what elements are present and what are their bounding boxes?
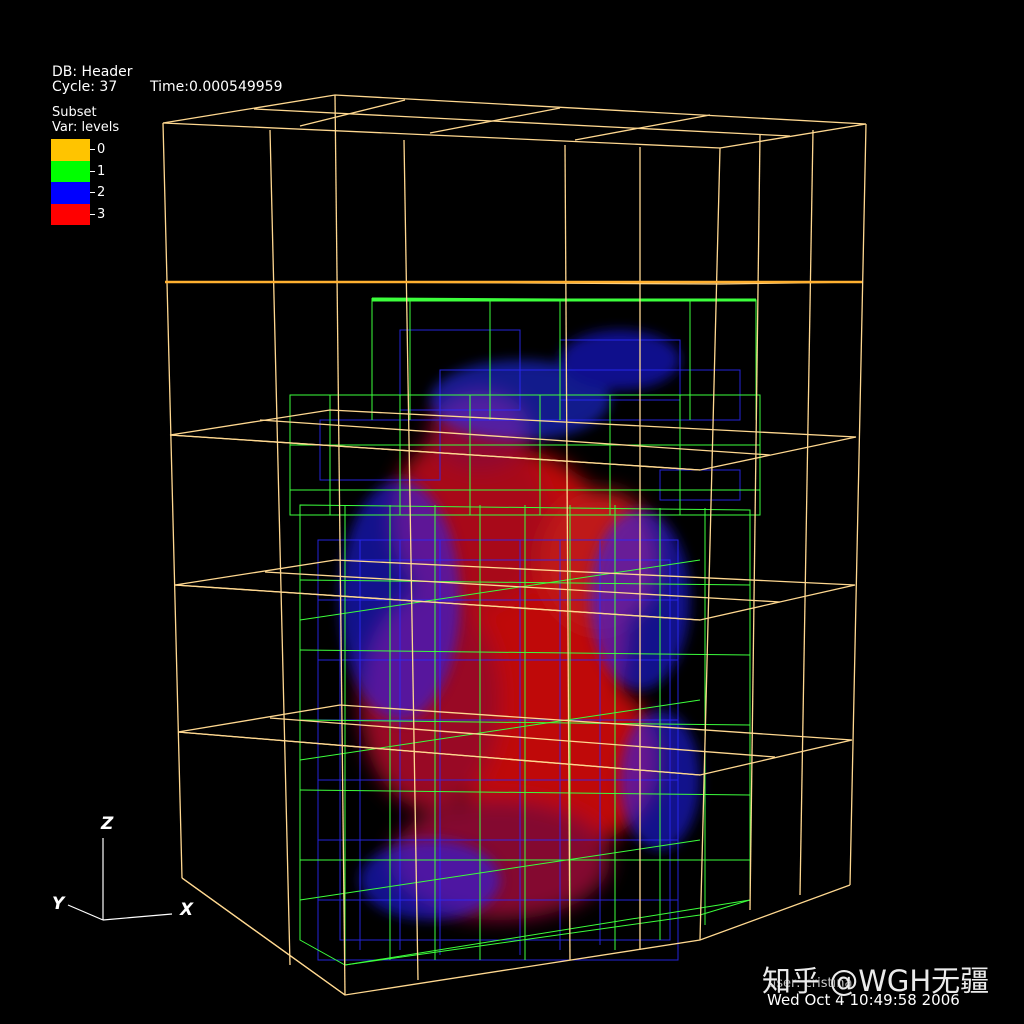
axis-y-label: Y (52, 894, 65, 914)
axis-z-label: Z (101, 814, 114, 834)
legend-tick (90, 192, 95, 193)
legend-label-0: 0 (97, 142, 106, 157)
user-label: user: cristina (768, 976, 853, 991)
legend-item-level-1: 1 (51, 160, 131, 182)
axis-x-label: X (180, 900, 194, 920)
legend-swatch-3 (51, 203, 90, 225)
legend-item-level-2: 2 (51, 182, 131, 204)
legend-tick (90, 149, 95, 150)
watermark: 知乎 @WGH无疆 (762, 964, 990, 998)
legend-tick (90, 213, 95, 215)
level-legend: 0 1 2 3 (51, 139, 131, 225)
level-2-grid (317, 329, 741, 961)
level-0-domain-box (162, 94, 867, 996)
db-header-label: DB: Header (52, 64, 133, 80)
time-label: Time:0.000549959 (150, 79, 283, 95)
date-label: Wed Oct 4 10:49:58 2006 (767, 991, 960, 1009)
legend-label-3: 3 (97, 206, 106, 222)
legend-item-level-0: 0 (51, 139, 131, 161)
cycle-label: Cycle: 37 (52, 79, 118, 95)
axis-x-line (102, 913, 173, 921)
legend-tick (90, 170, 95, 172)
plot-type-label: Subset (52, 105, 97, 120)
legend-swatch-1 (51, 160, 90, 182)
axis-triad (67, 838, 173, 921)
legend-swatch-0 (51, 139, 90, 161)
variable-label: Var: levels (52, 120, 120, 135)
legend-item-level-3: 3 (51, 203, 131, 225)
legend-swatch-2 (51, 182, 90, 204)
axis-y-line (67, 904, 104, 921)
legend-label-1: 1 (97, 163, 106, 179)
legend-label-2: 2 (97, 185, 106, 200)
